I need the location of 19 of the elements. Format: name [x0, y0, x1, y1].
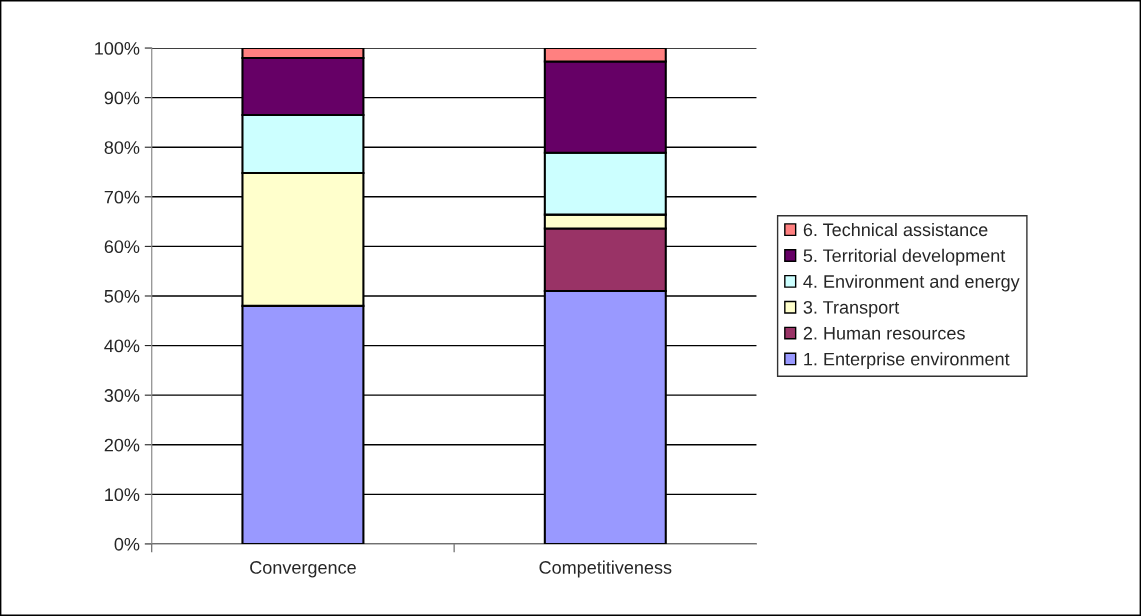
legend-label: 4. Environment and energy [803, 274, 1020, 292]
y-tick-label: 0% [114, 537, 140, 551]
legend-label: 5. Territorial development [803, 248, 1006, 266]
legend-label: 2. Human resources [803, 326, 965, 340]
y-tick-label: 80% [104, 141, 140, 154]
y-tick-label: 60% [104, 240, 140, 254]
y-tick-label: 40% [104, 339, 140, 353]
legend-label: 3. Transport [803, 300, 900, 318]
y-tick-label: 10% [105, 488, 140, 502]
x-tick-label: Competitiveness [539, 560, 672, 578]
y-tick-label: 50% [104, 289, 140, 303]
legend-label: 1. Enterprise environment [804, 352, 1010, 370]
y-tick-label: 70% [104, 190, 140, 204]
y-tick-label: 20% [104, 438, 140, 452]
legend-label: 6. Technical assistance [803, 222, 988, 237]
y-tick-label: 90% [104, 91, 140, 105]
y-tick-label: 30% [104, 389, 140, 402]
x-tick-label: Convergence [250, 561, 356, 578]
y-tick-label: 100% [95, 41, 140, 55]
